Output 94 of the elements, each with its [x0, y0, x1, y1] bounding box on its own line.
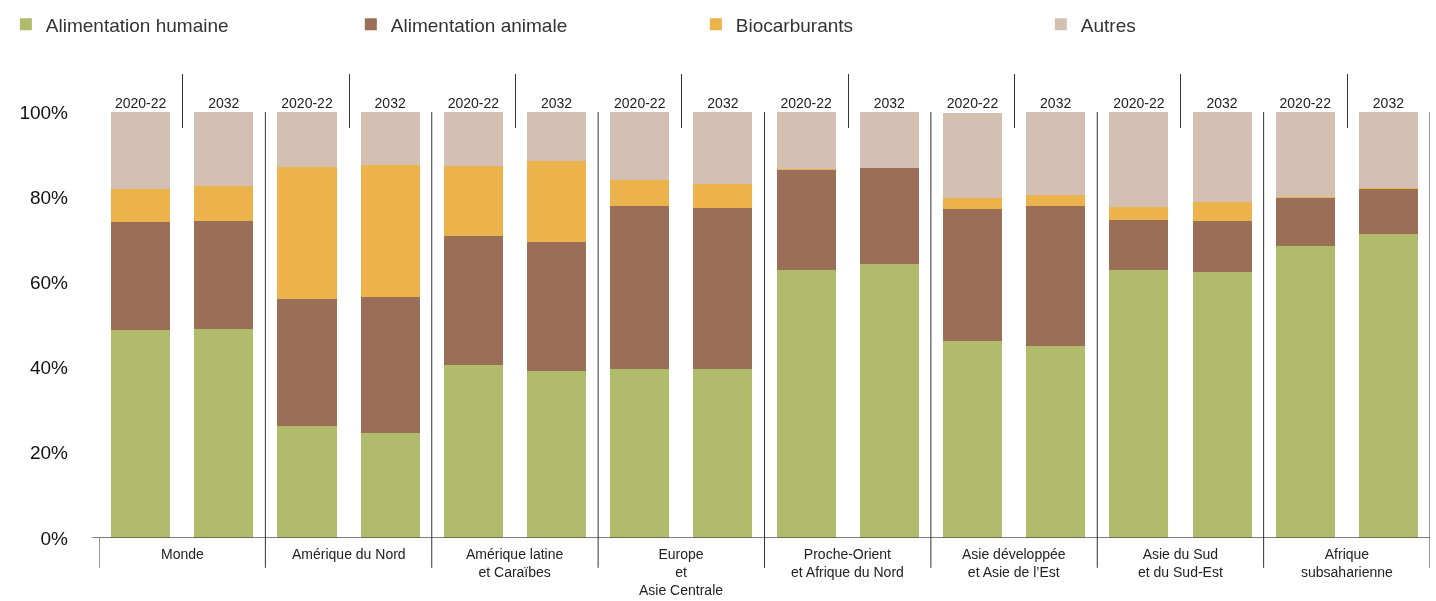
bar — [111, 112, 171, 190]
bar — [111, 221, 171, 331]
bar — [1109, 207, 1169, 221]
bar — [443, 112, 503, 166]
bar — [859, 264, 919, 538]
x-tick-label: 2032 — [707, 95, 739, 112]
x-tick-label: 2020-22 — [946, 95, 999, 112]
bar — [360, 164, 420, 297]
bar — [610, 179, 670, 207]
bar — [942, 112, 1002, 199]
bar — [693, 207, 753, 369]
x-tick-label: 2020-22 — [1279, 95, 1332, 112]
x-tick-label: 2032 — [1040, 95, 1072, 112]
bar — [859, 112, 919, 168]
legend-label: Alimentation humaine — [45, 14, 229, 36]
bar — [1192, 272, 1252, 538]
bar — [610, 112, 670, 180]
bar — [942, 209, 1002, 342]
bar — [1026, 195, 1086, 207]
text: Amérique du Nord — [292, 546, 406, 562]
text: Asie du Sud et du Sud-Est — [1138, 546, 1223, 581]
x-tick-label: 2032 — [873, 95, 906, 112]
bar — [942, 341, 1002, 538]
y-tick-label: 40% — [29, 357, 69, 379]
bar — [1109, 270, 1169, 538]
bar — [277, 112, 337, 167]
x-tick-label: 2032 — [1206, 95, 1238, 112]
bar — [1358, 189, 1418, 234]
bar — [693, 183, 753, 208]
bar — [1358, 233, 1418, 538]
bar — [942, 198, 1002, 210]
bar — [360, 112, 420, 165]
bar — [443, 364, 503, 538]
text: Proche-Orient et Afrique du Nord — [791, 546, 904, 581]
bar — [610, 206, 670, 369]
bar — [859, 167, 919, 265]
legend-label: Alimentation animale — [390, 14, 568, 36]
bar — [693, 368, 753, 538]
x-tick-label: 2032 — [374, 95, 406, 112]
y-tick-label: 0% — [40, 527, 69, 549]
bar — [194, 220, 254, 330]
bar — [527, 160, 587, 242]
x-tick-label: 2020-22 — [281, 95, 333, 112]
bar — [443, 235, 503, 365]
bar — [610, 368, 670, 538]
bar — [194, 186, 254, 221]
bar — [194, 112, 254, 187]
bar — [776, 112, 836, 170]
x-tick-label: 2020-22 — [114, 95, 167, 112]
text: Afrique subsaharienne — [1301, 546, 1394, 581]
x-tick-label: 2020-22 — [780, 95, 832, 112]
bar — [194, 329, 254, 538]
text: Monde — [161, 546, 205, 562]
bar — [277, 166, 337, 300]
x-tick-label: 2020-22 — [1113, 95, 1165, 112]
bar — [111, 330, 171, 538]
legend-label: Autres — [1080, 14, 1136, 36]
bar — [1192, 112, 1252, 202]
text: Amérique latine et Caraïbes — [466, 546, 564, 581]
bar — [1109, 112, 1169, 207]
x-tick-label: 2020-22 — [447, 95, 500, 112]
bar — [1192, 221, 1252, 273]
bar — [443, 165, 503, 236]
bar — [1275, 112, 1335, 198]
bar — [1358, 112, 1418, 188]
bar — [693, 112, 753, 184]
bar — [776, 270, 836, 538]
bar — [1275, 198, 1335, 247]
bar — [527, 112, 587, 161]
y-tick-label: 80% — [29, 186, 69, 208]
text: Asie développée et Asie de l’Est — [962, 546, 1066, 581]
bar — [1275, 246, 1335, 538]
bar — [527, 241, 587, 372]
x-tick-label: 2032 — [1372, 95, 1405, 112]
bar — [1192, 201, 1252, 222]
bar — [776, 169, 836, 271]
legend-label: Biocarburants — [735, 14, 854, 36]
x-tick-label: 2032 — [208, 95, 240, 112]
x-tick-label: 2032 — [540, 95, 573, 112]
bar — [360, 296, 420, 433]
bar — [360, 432, 420, 538]
bar — [1109, 220, 1169, 271]
y-tick-label: 100% — [19, 101, 69, 123]
text: Europe et Asie Centrale — [639, 546, 724, 599]
x-tick-label: 2020-22 — [614, 95, 666, 112]
y-tick-label: 60% — [29, 272, 69, 294]
y-tick-label: 20% — [29, 442, 69, 464]
bar — [277, 425, 337, 538]
bar — [1026, 345, 1086, 538]
bar — [1026, 206, 1086, 346]
bar — [527, 371, 587, 538]
bar — [277, 299, 337, 426]
bar — [111, 189, 171, 222]
bar — [1026, 112, 1086, 196]
